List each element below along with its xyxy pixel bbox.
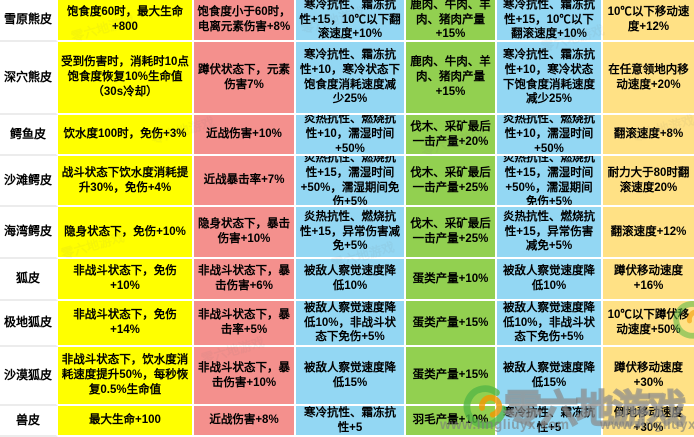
effect-cell: 非战斗状态下，暴击率+5% (194, 301, 296, 347)
effect-cell: 在任意领地内移动速度+20% (603, 42, 694, 115)
effect-cell: 被敌人察觉速度降低10% (497, 259, 603, 301)
effect-cell: 10℃以下移动速度+12% (603, 0, 694, 42)
effect-cell: 饱食度60时，最大生命+800 (58, 0, 194, 42)
effect-cell: 伐木、采矿最后一击产量+25% (406, 156, 497, 207)
effect-cell: 鹿肉、牛肉、羊肉、猪肉产量+15% (406, 0, 497, 42)
effect-cell: 近战伤害+10% (194, 115, 296, 156)
effect-cell: 寒冷抗性、霜冻抗性+5 (296, 406, 406, 437)
effect-cell: 炎热抗性、燃烧抗性+15，异常伤害减免+5% (497, 207, 603, 259)
skin-name-cell: 鳄鱼皮 (0, 115, 58, 156)
effect-cell: 翻滚速度+8% (603, 115, 694, 156)
effect-cell: 蛋类产量+15% (406, 301, 497, 347)
effect-cell: 炎热抗性、燃烧抗性+15，濡湿时间+50%，濡湿期间免伤+5% (296, 156, 406, 207)
effect-cell: 蹲伏移动速度+30% (603, 347, 694, 406)
effect-cell: 非战斗状态下，暴击伤害+6% (194, 259, 296, 301)
effect-cell: 蹲伏状态下，元素伤害7% (194, 42, 296, 115)
effect-cell: 非战斗状态下，免伤+10% (58, 259, 194, 301)
effect-cell: 寒冷抗性、霜冻抗性+15，10℃以下翻滚速度+10% (497, 0, 603, 42)
effect-cell: 非战斗状态下，免伤+14% (58, 301, 194, 347)
effect-cell: 伐木、采矿最后一击产量+25% (406, 207, 497, 259)
effect-cell: 隐身状态下，暴击伤害+10% (194, 207, 296, 259)
effect-cell: 被敌人察觉速度降低15% (296, 347, 406, 406)
effect-cell: 寒冷抗性、霜冻抗性+15，10℃以下翻滚速度+10% (296, 0, 406, 42)
effect-cell: 炎热抗性、燃烧抗性+10，濡湿时间+50% (296, 115, 406, 156)
skin-name-cell: 海湾鳄皮 (0, 207, 58, 259)
skin-name-cell: 沙漠狐皮 (0, 347, 58, 406)
effect-cell: 耐力大于80时翻滚速度20% (603, 156, 694, 207)
skin-name-cell: 深穴熊皮 (0, 42, 58, 115)
effect-cell: 蛋类产量+15% (406, 347, 497, 406)
effect-cell: 被敌人察觉速度降低10% (296, 259, 406, 301)
effect-cell: 近战伤害+8% (194, 406, 296, 437)
effect-cell: 鹿肉、牛肉、羊肉、猪肉产量+15% (406, 42, 497, 115)
effect-cell: 被敌人察觉速度降低10%，非战斗状态下免伤+5% (296, 301, 406, 347)
effect-cell: 寒冷抗性、霜冻抗性+10，寒冷状态下饱食度消耗速度减少25% (296, 42, 406, 115)
effect-cell: 10℃以下蹲伏移动速度+50% (603, 301, 694, 347)
effect-cell: 隐身状态下，免伤+10% (58, 207, 194, 259)
effect-cell: 被敌人察觉速度降低15% (497, 347, 603, 406)
effect-cell: 近战暴击率+7% (194, 156, 296, 207)
effect-cell: 寒冷抗性、霜冻抗性+10，寒冷状态下饱食度消耗速度减少25% (497, 42, 603, 115)
effect-cell: 蹲伏移动速度+16% (603, 259, 694, 301)
effect-cell: 翻滚速度+12% (603, 207, 694, 259)
effect-cell: 炎热抗性、燃烧抗性+10，濡湿时间+50% (497, 115, 603, 156)
skin-name-cell: 兽皮 (0, 406, 58, 437)
effect-cell: 非战斗状态下，饮水度消耗速度提升50%，每秒恢复0.5%生命值 (58, 347, 194, 406)
effect-cell: 饮水度100时，免伤+3% (58, 115, 194, 156)
effect-cell: 受到伤害时，消耗时10点饱食度恢复10%生命值（30s冷却） (58, 42, 194, 115)
effect-cell: 饱食度小于60时，电离元素伤害+8% (194, 0, 296, 42)
skin-name-cell: 狐皮 (0, 259, 58, 301)
effect-cell: 最大生命+100 (58, 406, 194, 437)
effect-cell: 倒地移动速度+30% (603, 406, 694, 437)
effect-cell: 战斗状态下饮水度消耗提升30%，免伤+4% (58, 156, 194, 207)
effect-cell: 炎热抗性、燃烧抗性+15，异常伤害减免+5% (296, 207, 406, 259)
effect-cell: 伐木、采矿最后一击产量+20% (406, 115, 497, 156)
effect-cell: 非战斗状态下，暴击伤害+10% (194, 347, 296, 406)
skin-name-cell: 极地狐皮 (0, 301, 58, 347)
skin-name-cell: 沙滩鳄皮 (0, 156, 58, 207)
effect-cell: 羽毛产量+10% (406, 406, 497, 437)
effect-cell: 被敌人察觉速度降低10%，非战斗状态下免伤+5% (497, 301, 603, 347)
skin-name-cell: 雪原熊皮 (0, 0, 58, 42)
effect-cell: 寒冷抗性、霜冻抗性+5 (497, 406, 603, 437)
effect-cell: 炎热抗性、燃烧抗性+15，濡湿时间+50%，濡湿期间免伤+5% (497, 156, 603, 207)
effect-cell: 蛋类产量+10% (406, 259, 497, 301)
